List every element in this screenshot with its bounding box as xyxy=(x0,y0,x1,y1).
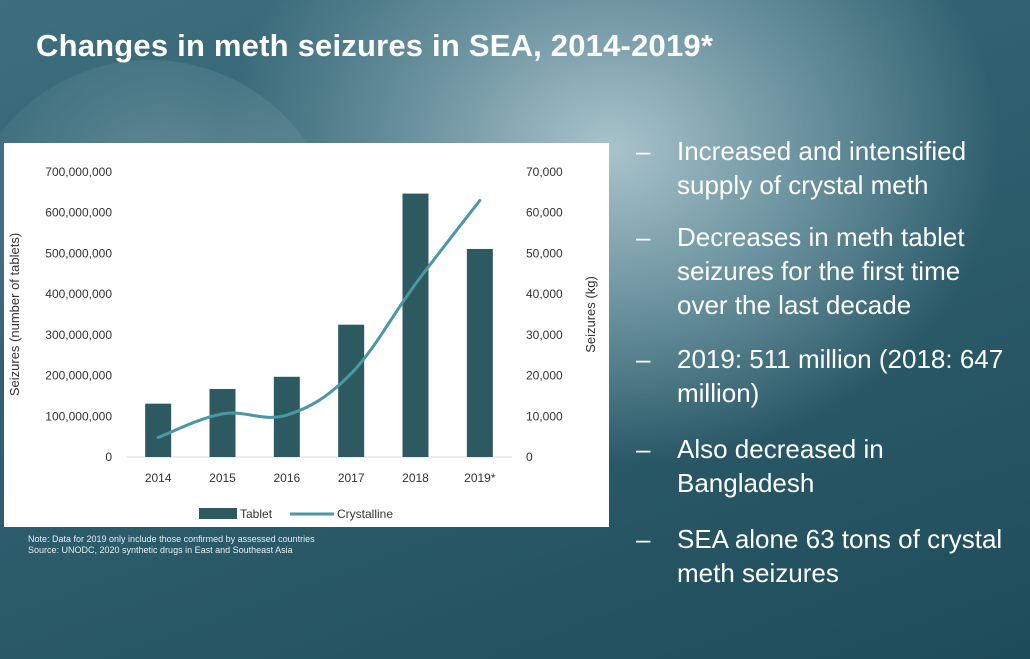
x-tick-label: 2017 xyxy=(338,471,365,485)
bullet-item: – SEA alone 63 tons of crystal meth seizu… xyxy=(636,522,1016,590)
legend-label-tablet: Tablet xyxy=(240,507,273,521)
bar-tablet-2019* xyxy=(466,248,493,457)
chart-panel: 0 100,000,000 200,000,000 300,000,000 400,00… xyxy=(4,143,609,527)
bar-tablet-2015 xyxy=(209,389,236,457)
y2-tick-label: 30,000 xyxy=(526,328,563,342)
bullet-item: –2019: 511 million (2018: 647 million) xyxy=(636,342,1016,410)
slide-title: Changes in meth seizures in SEA, 2014-20… xyxy=(36,28,714,63)
y-tick-label: 500,000,000 xyxy=(45,246,112,260)
y-tick-label: 400,000,000 xyxy=(45,287,112,301)
legend-label-crystalline: Crystalline xyxy=(337,507,393,521)
x-tick-label: 2019* xyxy=(464,471,496,485)
bar-tablet-2018 xyxy=(402,193,429,458)
bullet-item: – Decreases in meth tablet seizures for t… xyxy=(636,220,1016,322)
y2-tick-label: 60,000 xyxy=(526,206,563,220)
bullet-dash: – xyxy=(636,434,651,464)
y2-tick-label: 10,000 xyxy=(526,409,563,423)
x-tick-label: 2015 xyxy=(209,471,236,485)
y2-tick-label: 70,000 xyxy=(526,165,563,179)
bullet-text: Decreases in meth tablet seizures for th… xyxy=(677,222,965,320)
bullet-list: – Increased and intensified supply of cry… xyxy=(636,134,1016,590)
y2-tick-label: 20,000 xyxy=(526,369,563,383)
bullet-item: – Also decreased in Bangladesh xyxy=(636,432,1016,500)
bullet-dash: – xyxy=(636,136,651,166)
x-tick-label: 2016 xyxy=(273,471,300,485)
y2-tick-label: 50,000 xyxy=(526,246,563,260)
y-axis-title: Seizures (number of tablets) xyxy=(7,233,22,396)
y-tick-label: 700,000,000 xyxy=(45,165,112,179)
y-tick-label: 600,000,000 xyxy=(45,206,112,220)
bullet-text: Also decreased in Bangladesh xyxy=(677,434,884,498)
chart-note: Note: Data for 2019 only include those c… xyxy=(28,534,315,544)
y2-axis-title: Seizures (kg) xyxy=(583,276,598,353)
x-tick-label: 2018 xyxy=(402,471,429,485)
bullet-text: 2019: 511 million (2018: 647 million) xyxy=(677,344,1004,408)
x-tick-label: 2014 xyxy=(145,471,172,485)
bullet-dash: – xyxy=(636,524,651,554)
bullet-dash: – xyxy=(636,222,651,252)
series-line-crystalline xyxy=(156,199,482,439)
bullet-text: Increased and intensified supply of crys… xyxy=(677,136,967,200)
bar-tablet-2014 xyxy=(145,403,172,457)
chart-source: Source: UNODC, 2020 synthetic drugs in E… xyxy=(28,545,293,555)
bullet-dash: – xyxy=(636,344,651,374)
y2-tick-label: 0 xyxy=(526,450,533,464)
y-tick-label: 0 xyxy=(105,450,112,464)
chart-notes: Note: Data for 2019 only include those c… xyxy=(28,534,315,556)
bullet-text: SEA alone 63 tons of crystal meth seizur… xyxy=(677,524,1003,588)
legend-swatch-tablet xyxy=(199,508,237,519)
y-tick-label: 200,000,000 xyxy=(45,369,112,383)
y-tick-label: 100,000,000 xyxy=(45,409,112,423)
y2-tick-label: 40,000 xyxy=(526,287,563,301)
chart: 0 100,000,000 200,000,000 300,000,000 400,00… xyxy=(7,165,598,521)
bar-tablet-2017 xyxy=(338,324,365,457)
y-tick-label: 300,000,000 xyxy=(45,328,112,342)
bullet-item: – Increased and intensified supply of cry… xyxy=(636,134,1016,202)
